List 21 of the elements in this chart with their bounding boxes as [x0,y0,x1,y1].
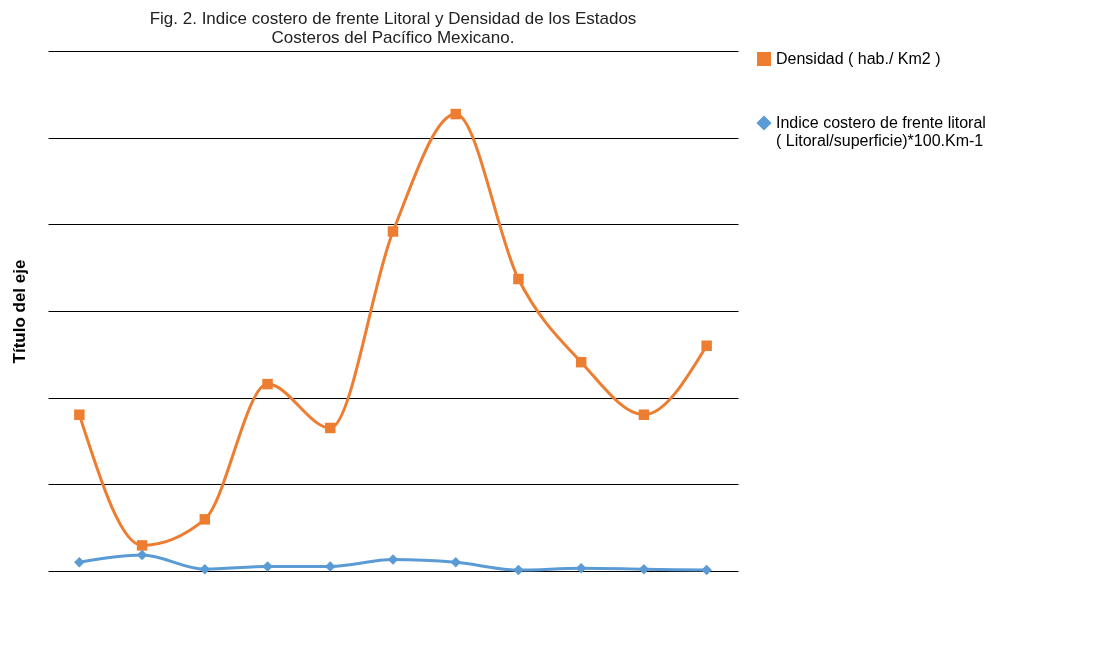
point [450,108,461,120]
point [513,273,524,285]
point [638,409,650,420]
y-axis-title: Título del eje [9,259,29,364]
point [513,564,524,576]
point [325,422,336,434]
chart-title: Fig. 2. Indice costero de frente Litoral y Densidad de los Estados Costeros del Pacífico Mexicano. [149,9,637,47]
point [262,561,273,572]
point [575,356,587,368]
point [325,561,336,572]
point [74,557,85,568]
point [262,378,273,390]
point [136,540,148,551]
point [199,514,211,525]
point [450,557,461,568]
point [74,409,85,420]
legend-label: Indice costero de frente litoral ( Litoral/superficie)*100.Km-1 [776,114,986,149]
legend-label: Densidad ( hab./ Km2 ) [776,50,941,67]
point [387,226,399,237]
point [701,340,712,351]
point [701,564,712,576]
